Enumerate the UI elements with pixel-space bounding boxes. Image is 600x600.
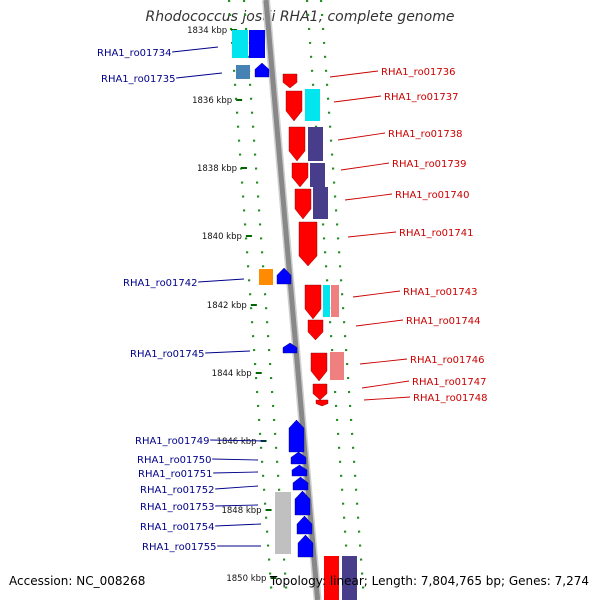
forward-gene-ro01744 — [307, 319, 324, 341]
map-title: Rhodococcus jostii RHA1, complete genome — [145, 9, 455, 25]
label-leader — [363, 396, 411, 401]
label-leader — [215, 504, 259, 507]
label-leader — [210, 439, 267, 442]
label-leader — [337, 132, 386, 141]
forward-gene-ro01747 — [312, 383, 328, 401]
gene-label-left: RHA1_ro01749 — [135, 436, 210, 447]
label-leader — [344, 193, 393, 201]
gray-feature-block — [275, 492, 291, 554]
kbp-label: 1840 kbp — [202, 232, 242, 242]
gene-label-right: RHA1_ro01741 — [399, 228, 474, 239]
gene-label-left: RHA1_ro01745 — [130, 349, 205, 360]
reverse-gene-ro01753 — [294, 490, 311, 516]
cyan-feature-block — [232, 30, 248, 58]
label-leader — [333, 95, 382, 103]
pink-feature-block — [330, 352, 344, 380]
label-leader — [361, 380, 410, 389]
cyan-feature-block — [305, 89, 320, 121]
gene-label-right: RHA1_ro01738 — [388, 129, 463, 140]
label-leader — [205, 350, 251, 354]
gene-label-right: RHA1_ro01737 — [384, 92, 459, 103]
purple-feature-block — [313, 187, 328, 219]
label-leader — [215, 485, 259, 490]
gene-label-right: RHA1_ro01747 — [412, 377, 487, 388]
label-leader — [198, 278, 245, 283]
kbp-label: 1850 kbp — [226, 574, 266, 584]
forward-gene-ro01737 — [285, 90, 303, 122]
forward-gene-ro01740 — [294, 188, 312, 220]
kbp-label: 1846 kbp — [217, 437, 257, 447]
gene-label-left: RHA1_ro01751 — [138, 469, 213, 480]
forward-gene-ro01739 — [291, 162, 309, 188]
label-leader — [172, 46, 219, 53]
gene-label-right: RHA1_ro01744 — [406, 316, 481, 327]
label-leader — [347, 231, 397, 238]
reverse-gene-ro01735 — [254, 62, 270, 78]
kbp-label: 1844 kbp — [212, 369, 252, 379]
kbp-label: 1848 kbp — [221, 506, 261, 516]
reverse-gene-ro01742 — [276, 267, 292, 285]
topology-label: Topology: linear; Length: 7,804,765 bp; … — [269, 574, 589, 588]
forward-gene-ro01736 — [282, 73, 298, 89]
kbp-label: 1838 kbp — [197, 164, 237, 174]
label-leader — [340, 162, 390, 171]
reverse-gene-ro01750 — [290, 451, 307, 465]
label-leader — [212, 458, 259, 461]
forward-gene-ro01748 — [315, 399, 329, 407]
accession-label: Accession: NC_008268 — [9, 574, 146, 588]
forward-gene-bottom — [324, 556, 339, 600]
reverse-gene-ro01745 — [282, 342, 298, 354]
gene-label-left: RHA1_ro01750 — [137, 455, 212, 466]
label-leader — [215, 523, 262, 527]
gene-label-left: RHA1_ro01754 — [140, 522, 215, 533]
pink-feature-block — [331, 285, 339, 317]
gene-label-right: RHA1_ro01736 — [381, 67, 456, 78]
gene-label-right: RHA1_ro01748 — [413, 393, 488, 404]
gene-label-right: RHA1_ro01746 — [410, 355, 485, 366]
reverse-gene-ro01752 — [292, 476, 309, 491]
cyan-feature-block — [323, 285, 330, 317]
label-leader — [213, 471, 259, 474]
forward-gene-ro01741 — [298, 221, 318, 267]
steel-feature-block — [236, 65, 250, 79]
purple-feature-block — [308, 127, 323, 161]
kbp-label: 1836 kbp — [192, 96, 232, 106]
gene-label-left: RHA1_ro01742 — [123, 278, 198, 289]
label-leader — [355, 319, 404, 327]
gene-label-left: RHA1_ro01752 — [140, 485, 215, 496]
gene-label-left: RHA1_ro01755 — [142, 542, 217, 553]
label-leader — [329, 70, 379, 78]
kbp-label: 1842 kbp — [207, 301, 247, 311]
reverse-gene-ro01751 — [291, 464, 308, 477]
orange-feature-block — [259, 269, 273, 285]
forward-gene-ro01738 — [288, 126, 306, 162]
gene-label-right: RHA1_ro01740 — [395, 190, 470, 201]
gene-label-right: RHA1_ro01743 — [403, 287, 478, 298]
reverse-gene-ro01734 — [249, 30, 265, 58]
forward-gene-ro01746 — [310, 352, 328, 382]
reverse-gene-ro01749 — [288, 419, 305, 453]
kbp-label: 1834 kbp — [187, 26, 227, 36]
gene-label-left: RHA1_ro01734 — [97, 48, 172, 59]
forward-gene-ro01743 — [304, 284, 322, 320]
reverse-gene-ro01755 — [297, 534, 314, 558]
gene-label-left: RHA1_ro01753 — [140, 502, 215, 513]
purple-feature-block — [310, 163, 325, 187]
label-leader — [359, 358, 408, 365]
purple-feature-block — [342, 556, 357, 600]
label-leader — [176, 72, 223, 79]
gene-label-left: RHA1_ro01735 — [101, 74, 176, 85]
label-leader — [352, 290, 401, 298]
reverse-gene-ro01754 — [296, 515, 313, 535]
gene-label-right: RHA1_ro01739 — [392, 159, 467, 170]
